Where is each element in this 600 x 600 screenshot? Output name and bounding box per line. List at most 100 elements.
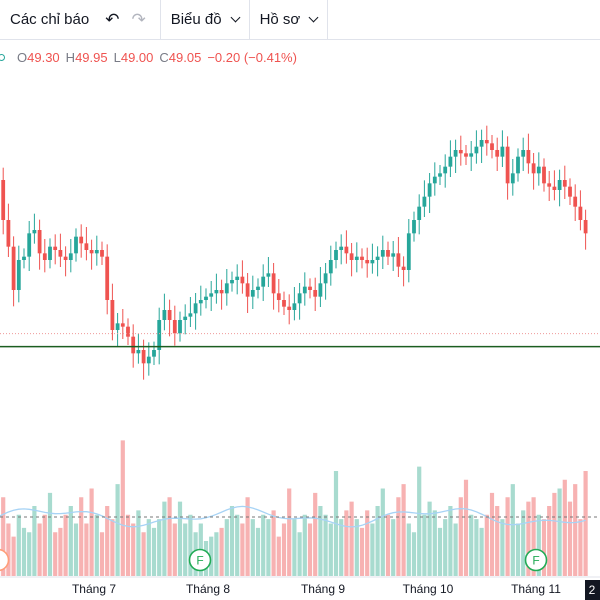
toolbar-divider: [248, 0, 250, 40]
volume-bar: [219, 527, 224, 576]
x-axis: Tháng 7 Tháng 8 Tháng 9 Tháng 10 Tháng 11 2: [0, 576, 600, 600]
candle-body: [74, 236, 78, 254]
candle-body: [396, 253, 401, 267]
volume-bar: [458, 497, 463, 576]
volume-bar: [42, 514, 47, 576]
volume-bar: [562, 479, 567, 576]
candle-body: [245, 283, 250, 297]
volume-bar: [417, 466, 422, 576]
candle-body: [542, 166, 546, 184]
candle-body: [287, 306, 292, 310]
candle-body: [209, 293, 214, 297]
volume-bar: [136, 510, 141, 576]
candle-body: [318, 283, 323, 297]
volume-bar: [567, 501, 573, 576]
volume-bar: [146, 519, 151, 576]
volume-bar: [157, 519, 162, 576]
candle-body: [157, 320, 162, 350]
event-marker: F: [188, 548, 212, 572]
chart-menu-button[interactable]: Biểu đồ: [161, 0, 249, 40]
candle-body: [448, 156, 453, 167]
volume-bar: [479, 527, 484, 576]
volume-bar: [359, 527, 365, 576]
volume-bar: [552, 492, 557, 576]
volume-bar: [177, 501, 183, 576]
candle-body: [308, 286, 312, 290]
candle-body: [391, 253, 396, 257]
x-tick-label: Tháng 7: [72, 582, 116, 596]
volume-bar: [495, 506, 500, 576]
volume-bar: [432, 510, 437, 576]
candle-body: [266, 273, 271, 277]
top-toolbar: Các chỉ báo ↶ ↷ Biểu đồ Hồ sơ: [0, 0, 600, 40]
volume-bar: [94, 514, 99, 576]
volume-bar: [63, 514, 68, 576]
event-marker: F: [524, 548, 548, 572]
candle-body: [354, 256, 359, 260]
volume-bar: [68, 506, 73, 576]
candle-body: [453, 150, 458, 157]
volume-bar: [27, 532, 32, 576]
volume-bar: [229, 506, 235, 576]
volume-bar: [79, 497, 84, 576]
volume-bar: [6, 523, 11, 576]
x-tick-label: Tháng 9: [301, 582, 345, 596]
volume-bar: [115, 484, 120, 576]
candles-layer: [1, 125, 588, 380]
candle-body: [412, 220, 416, 234]
candle-body: [583, 220, 588, 234]
volume-bar: [339, 519, 344, 576]
volume-bar: [401, 484, 406, 576]
candle-body: [417, 206, 422, 220]
candle-body: [282, 300, 286, 307]
volume-bar: [84, 523, 89, 576]
volume-bar: [281, 523, 287, 576]
candle-body: [516, 156, 520, 174]
chevron-down-icon: [230, 12, 241, 22]
toolbar-divider: [327, 0, 329, 40]
candle-body: [344, 246, 349, 254]
candle-body: [302, 286, 307, 294]
volume-bar: [32, 506, 37, 576]
candle-body: [323, 273, 328, 284]
volume-bar: [276, 536, 281, 576]
volume-bar: [89, 488, 94, 576]
candle-body: [386, 250, 390, 257]
undo-icon[interactable]: ↶: [105, 9, 120, 29]
volume-bar: [11, 536, 16, 576]
volume-bar: [47, 492, 53, 576]
indicators-button[interactable]: Các chỉ báo: [0, 0, 99, 40]
indicators-label: Các chỉ báo: [10, 11, 90, 28]
volume-bar: [526, 501, 531, 576]
candle-body: [526, 150, 531, 164]
volume-bar: [328, 523, 333, 576]
high-key: H: [65, 50, 76, 65]
candle-body: [370, 260, 375, 264]
candle-body: [422, 196, 427, 207]
volume-bar: [183, 523, 188, 576]
candle-body: [536, 166, 541, 174]
candle-body: [136, 350, 141, 354]
volume-bar: [396, 497, 401, 576]
volume-bar: [583, 471, 588, 576]
volume-bar: [1, 497, 6, 576]
candle-body: [552, 186, 557, 190]
change-value: −0.20 (−0.41%): [207, 50, 297, 65]
volume-bar: [484, 514, 489, 576]
volume-bar: [167, 497, 172, 576]
candle-body: [375, 256, 380, 260]
candle-body: [578, 206, 583, 220]
candle-body: [328, 260, 333, 274]
profile-menu-button[interactable]: Hồ sơ: [250, 0, 328, 40]
candle-body: [521, 150, 526, 157]
volume-bar: [73, 523, 79, 576]
event-marker-circle: [0, 548, 10, 572]
candle-body: [162, 310, 167, 320]
candle-body: [146, 356, 151, 364]
candle-body: [198, 300, 203, 304]
redo-icon[interactable]: ↷: [131, 9, 146, 29]
candle-body: [261, 276, 266, 287]
candle-body: [427, 183, 432, 197]
